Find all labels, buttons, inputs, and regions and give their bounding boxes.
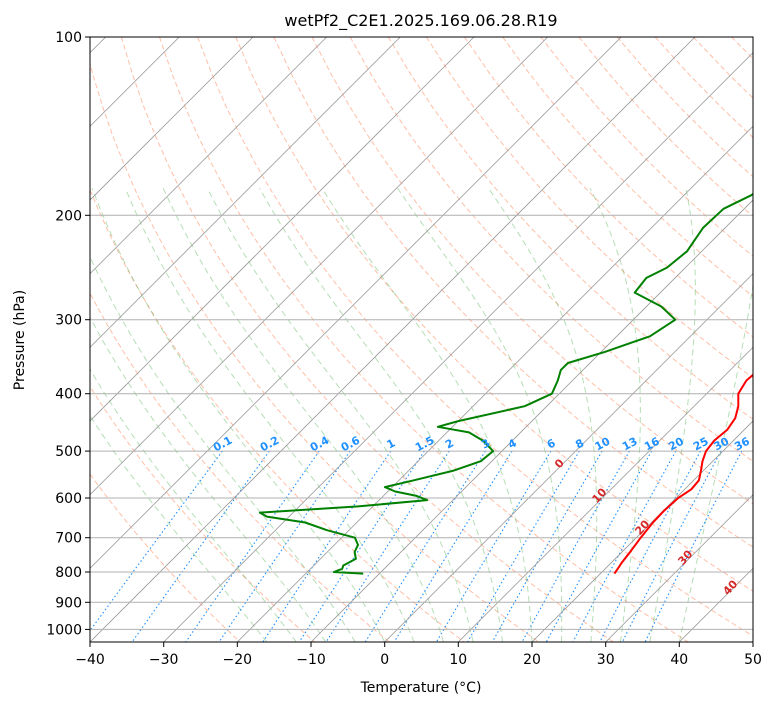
- y-axis-label: Pressure (hPa): [12, 290, 28, 390]
- mixing-ratio-label: 16: [642, 435, 662, 454]
- dry-adiabat: [235, 37, 753, 592]
- x-tick-label: 30: [597, 652, 615, 668]
- dry-adiabat: [311, 37, 753, 505]
- x-tick-label: 40: [670, 652, 688, 668]
- mixing-ratio-line: [262, 450, 392, 642]
- dry-adiabat: [502, 37, 753, 298]
- isotherm: [237, 125, 753, 642]
- dry-adiabat: [770, 37, 775, 642]
- y-tick-label: 900: [55, 595, 82, 611]
- y-tick-label: 500: [55, 444, 82, 460]
- isotherm: [90, 37, 401, 348]
- isotherm: [310, 199, 753, 642]
- mixing-ratio-line: [521, 450, 630, 642]
- mixing-ratio-line: [491, 450, 603, 642]
- isotherm: [531, 420, 753, 642]
- isotherm: [384, 273, 753, 642]
- dry-adiabat: [425, 37, 753, 379]
- mixing-ratio-label: 10: [593, 435, 613, 454]
- x-axis-label: Temperature (°C): [360, 680, 482, 696]
- x-tick-label: −40: [75, 652, 105, 668]
- mixing-ratio-line: [599, 450, 701, 642]
- moist-adiabat: [678, 282, 753, 642]
- mixing-ratio-label: 25: [691, 435, 711, 454]
- mixing-ratio-line: [298, 450, 425, 642]
- isotherm: [90, 37, 622, 569]
- moist-adiabat: [321, 187, 533, 642]
- x-tick-label: 20: [523, 652, 541, 668]
- y-tick-label: 1000: [46, 622, 82, 638]
- x-tick-label: −20: [223, 652, 253, 668]
- y-tick-label: 600: [55, 491, 82, 507]
- y-tick-label: 800: [55, 565, 82, 581]
- dry-adiabat: [120, 37, 614, 642]
- grid: [90, 37, 753, 630]
- isotherm: [458, 346, 753, 642]
- moist-adiabat: [258, 187, 503, 642]
- mixing-ratio-line: [185, 450, 320, 642]
- moist-adiabat: [124, 188, 415, 642]
- dry-adiabat: [349, 37, 753, 462]
- mixing-ratio-line: [545, 450, 653, 642]
- x-tick-label: −10: [296, 652, 326, 668]
- mixing-ratio-line: [621, 450, 722, 642]
- y-tick-label: 100: [55, 30, 82, 46]
- isotherm: [605, 494, 753, 642]
- moist-adiabat: [90, 316, 327, 642]
- dry-adiabat: [90, 473, 241, 642]
- moist-adiabat: [206, 187, 474, 642]
- mixing-ratio-label: 13: [620, 435, 640, 454]
- dry-adiabat: [159, 37, 689, 642]
- isotherm: [90, 37, 475, 422]
- x-tick-label: −30: [149, 652, 179, 668]
- isotherm: [90, 37, 696, 642]
- isotherm: [90, 37, 254, 201]
- y-tick-label: 300: [55, 313, 82, 329]
- moist-adiabat: [488, 187, 598, 642]
- x-tick-label: 10: [449, 652, 467, 668]
- isotherm: [752, 641, 753, 642]
- dewpoint-line: [258, 192, 753, 575]
- y-tick-label: 200: [55, 208, 82, 224]
- moist-adiabat: [397, 187, 563, 642]
- dry-adiabat: [273, 37, 753, 548]
- mixing-ratio-label: 36: [732, 435, 752, 454]
- mixing-ratio-label: 20: [666, 435, 686, 454]
- moist-adiabat: [91, 188, 386, 642]
- y-axis: 100 200 300 400 500 600 700 800 900 1000: [46, 30, 90, 638]
- dry-adiabat: [90, 385, 316, 642]
- y-tick-label: 700: [55, 531, 82, 547]
- x-tick-label: 50: [744, 652, 762, 668]
- moist-adiabat: [649, 188, 696, 642]
- dry-adiabat: [387, 37, 753, 420]
- plot-frame: [89, 36, 754, 643]
- mixing-ratio-line: [218, 450, 351, 642]
- mixing-ratio-line: [90, 450, 223, 632]
- isotherm: [163, 52, 753, 642]
- mixing-ratio-label: 30: [712, 435, 732, 454]
- y-tick-label: 400: [55, 387, 82, 403]
- chart-title: wetPf2_C2E1.2025.169.06.28.R19: [284, 11, 557, 31]
- mixing-ratio-line: [572, 450, 677, 642]
- dry-adiabat: [90, 188, 465, 642]
- x-axis: −40 −30 −20 −10 0 10 20 30 40 50: [75, 642, 762, 668]
- isotherm: [90, 37, 548, 496]
- moist-adiabat: [90, 255, 356, 642]
- background-lines: [90, 37, 775, 642]
- dry-adiabat: [90, 61, 540, 642]
- series-group: [258, 192, 753, 575]
- mixing-ratio-line: [644, 450, 743, 642]
- isotherm: [90, 37, 327, 275]
- dry-adiabat: [464, 37, 753, 338]
- dry-adiabat: [90, 292, 390, 642]
- temperature-line: [613, 373, 753, 575]
- x-tick-label: 0: [380, 652, 389, 668]
